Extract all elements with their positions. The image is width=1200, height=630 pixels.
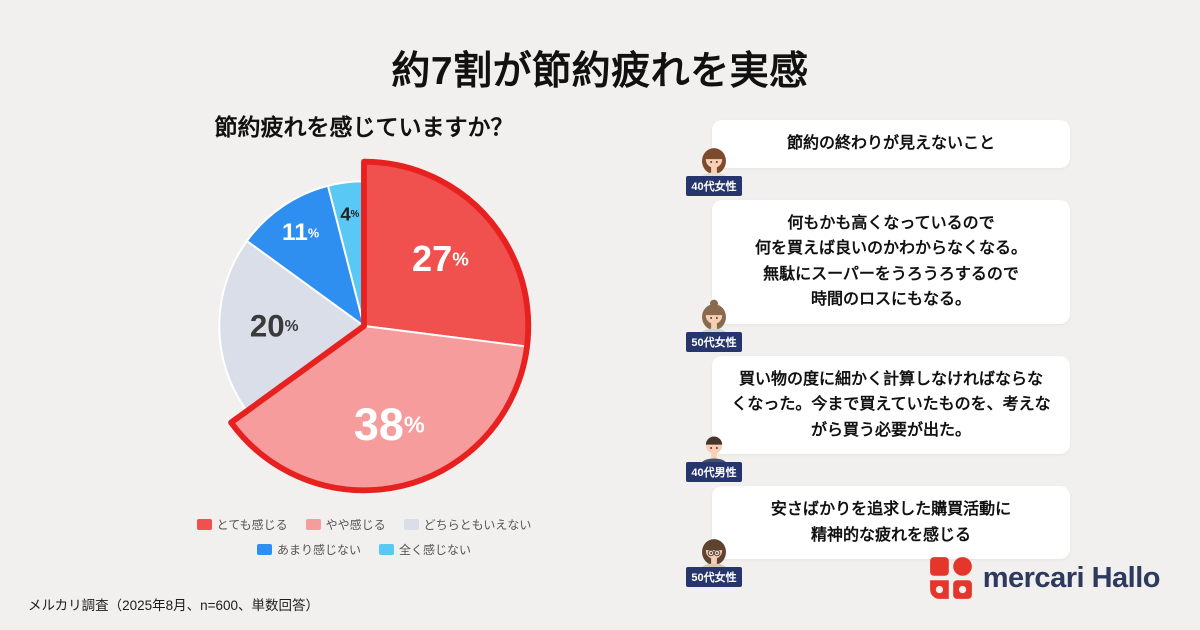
- testimonial-text-line: 時間のロスにもなる。: [810, 291, 971, 308]
- legend-item: 全く感じない: [379, 541, 471, 558]
- testimonial-text-line: 安さばかりを追求した購買活動に: [770, 501, 1012, 518]
- testimonial-persona: 50代女性: [682, 295, 746, 352]
- legend-swatch: [305, 519, 321, 530]
- mercari-logo-mark-icon: [929, 557, 972, 599]
- testimonial-text-line: 無駄にスーパーをうろうろするので: [763, 265, 1019, 283]
- mercari-hallo-logo: mercari Hallo: [929, 556, 1161, 600]
- testimonial-card: 安さばかりを追求した購買活動に 精神的な疲れを感じる 50代女性: [686, 486, 1070, 587]
- chart-question: 節約疲れを感じていますか？: [214, 114, 514, 140]
- legend-swatch: [196, 519, 212, 530]
- legend-swatch: [403, 519, 419, 530]
- legend-item: とても感じる: [196, 516, 288, 533]
- pie-chart-section: 節約疲れを感じていますか？ 27% 38% 20% 11% 4% とても感じる やや感じ…: [178, 108, 550, 558]
- chart-legend: とても感じる やや感じる どちらともいえない あまり感じない 全く感じない: [178, 516, 550, 558]
- survey-source-note: メルカリ調査（2025年8月、n=600、単数回答）: [28, 598, 320, 613]
- testimonial-persona: 50代女性: [682, 530, 746, 587]
- pie-chart: 27%38%20%11%4%: [218, 158, 532, 494]
- emphasis-outline: [228, 158, 532, 494]
- legend-swatch: [379, 544, 394, 555]
- testimonials-list: 節約の終わりが見えないこと 40代女性 何もかも高くなっているので何を買えば良い…: [686, 120, 1070, 591]
- legend-swatch: [256, 544, 272, 555]
- mercari-logo-wordmark: mercari Hallo: [982, 561, 1161, 594]
- legend-label: 全く感じない: [399, 543, 472, 557]
- testimonial-card: 節約の終わりが見えないこと 40代女性: [686, 120, 1070, 196]
- testimonial-text-line: 何もかも高くなっているので: [787, 214, 995, 232]
- legend-label: どちらともいえない: [423, 518, 532, 532]
- legend-label: あまり感じない: [276, 543, 361, 557]
- testimonial-text-line: 何を買えば良いのかわからなくなる。: [754, 240, 1027, 257]
- legend-item: あまり感じない: [256, 541, 361, 558]
- persona-badge: 40代男性: [686, 462, 742, 482]
- testimonial-text-line: くなった。今まで買えていたものを、考えな: [731, 396, 1051, 413]
- persona-badge: 50代女性: [686, 331, 742, 352]
- testimonial-text-line: 買い物の度に細かく計算しなければならな: [738, 370, 1043, 388]
- legend-label: とても感じる: [216, 518, 288, 532]
- page-title: 約7割が節約疲れを実感: [391, 50, 809, 93]
- testimonial-card: 何もかも高くなっているので何を買えば良いのかわからなくなる。 無駄にスーパーをうろ…: [686, 199, 1070, 352]
- legend-row: とても感じる やや感じる どちらともいえない: [196, 516, 532, 533]
- legend-item: やや感じる: [305, 516, 386, 533]
- persona-badge: 40代女性: [686, 175, 742, 196]
- testimonial-text-line: 精神的な疲れを感じる: [810, 526, 971, 544]
- testimonial-card: 買い物の度に細かく計算しなければならな くなった。今まで買えていたものを、考えなが…: [686, 355, 1070, 482]
- legend-row: あまり感じない 全く感じない: [256, 541, 471, 558]
- pie-slice: [245, 184, 366, 329]
- testimonial-persona: 40代女性: [682, 139, 746, 196]
- testimonial-bubble: 節約の終わりが見えないこと: [712, 120, 1070, 168]
- legend-label: やや感じる: [325, 518, 386, 532]
- pie-slice: [218, 239, 366, 413]
- legend-item: どちらともいえない: [403, 516, 532, 533]
- testimonial-bubble: 買い物の度に細かく計算しなければならな くなった。今まで買えていたものを、考えなが…: [712, 355, 1070, 454]
- pie-slice-value: 4%: [340, 204, 359, 225]
- persona-badge: 50代女性: [686, 567, 742, 587]
- testimonial-text-line: 節約の終わりが見えないこと: [786, 135, 995, 152]
- testimonial-bubble: 何もかも高くなっているので何を買えば良いのかわからなくなる。 無駄にスーパーをうろ…: [712, 199, 1070, 324]
- testimonial-bubble: 安さばかりを追求した購買活動に 精神的な疲れを感じる: [712, 486, 1070, 559]
- testimonial-text-line: がら買う必要が出た。: [810, 421, 971, 439]
- testimonial-persona: 40代男性: [682, 425, 746, 482]
